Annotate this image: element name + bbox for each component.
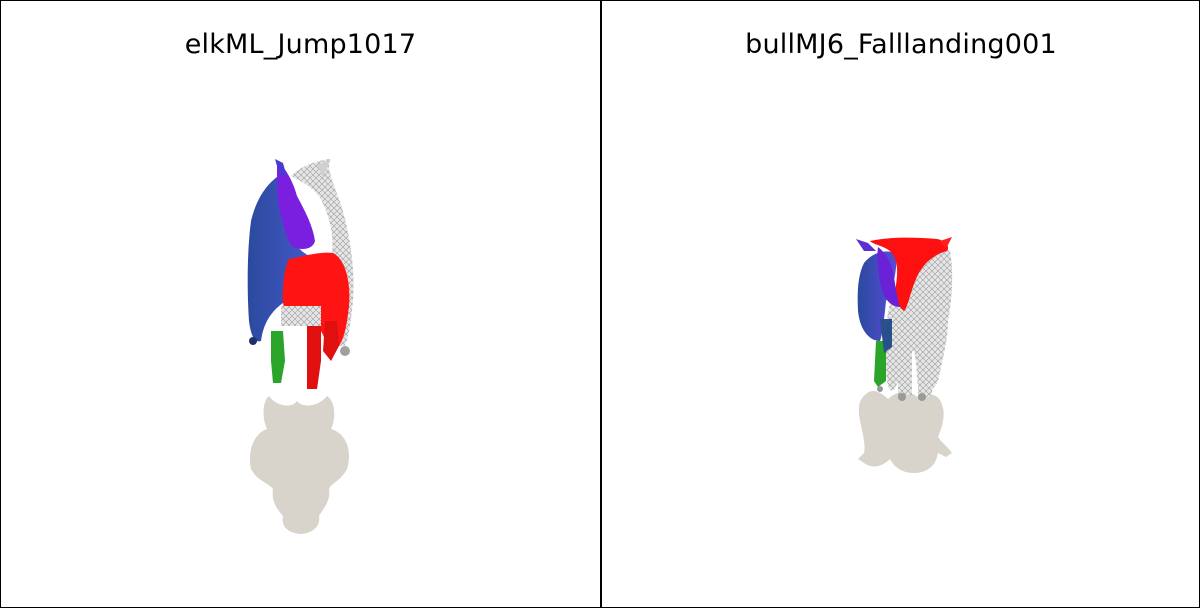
bull-head — [877, 247, 900, 307]
elk-leg-red-left — [307, 326, 321, 389]
bull-horn-left — [856, 239, 876, 251]
elk-hoof-left — [249, 337, 257, 345]
elk-leg-green — [271, 331, 285, 383]
elk-blue-body — [247, 173, 322, 342]
elk-leg-red-right — [323, 321, 339, 361]
bull-hoof-2 — [918, 393, 926, 401]
elk-render — [247, 159, 354, 534]
elk-chest-mesh — [281, 306, 321, 326]
bull-hoof-3 — [877, 386, 883, 392]
bull-shadow — [858, 390, 952, 473]
bull-horn-right — [940, 237, 952, 249]
panel-title-bull: bullMJ6_Falllanding001 — [745, 29, 1057, 60]
panel-title-elk: elkML_Jump1017 — [184, 29, 417, 60]
bull-leg-blue — [880, 319, 892, 353]
bull-red-back — [870, 237, 949, 311]
bull-leg-mesh-left — [898, 351, 912, 395]
bull-hoof-1 — [898, 393, 906, 401]
panel-elk: elkML_Jump1017 — [1, 1, 600, 607]
elk-ear-left — [275, 159, 287, 177]
elk-ear-right — [317, 159, 331, 177]
elk-hoof-right — [340, 346, 350, 356]
bull-leg-green — [874, 341, 886, 387]
elk-head — [277, 161, 315, 249]
bull-render — [856, 237, 953, 473]
bull-leg-mesh-right — [918, 351, 932, 397]
elk-shadow — [249, 396, 350, 534]
panel-bull: bullMJ6_Falllanding001 — [600, 1, 1200, 607]
